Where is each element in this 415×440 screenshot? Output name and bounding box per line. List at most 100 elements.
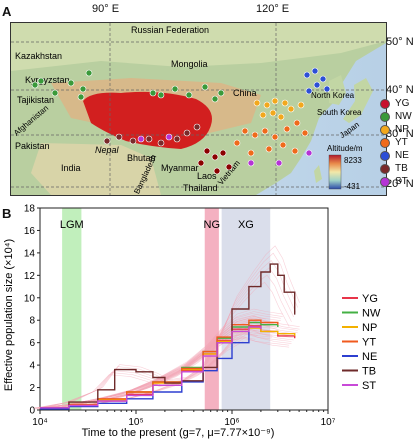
- y-tick-label: 6: [29, 338, 35, 349]
- japan-islands: [343, 78, 373, 123]
- sample-dot: [271, 97, 279, 105]
- sample-dot: [291, 147, 299, 155]
- panel-b-letter: B: [2, 206, 12, 221]
- sample-dot: [103, 137, 111, 145]
- sample-dot: [323, 85, 331, 93]
- x-tick-label: 10⁶: [224, 417, 239, 428]
- legend-item-tb: TB: [380, 162, 412, 175]
- country-label: Thailand: [183, 183, 218, 193]
- sample-dot: [279, 141, 287, 149]
- sample-dot: [287, 105, 295, 113]
- bootstrap-line-tb: [42, 252, 298, 408]
- legend-label: NE: [395, 150, 409, 161]
- sample-dot: [165, 133, 173, 141]
- sample-dots-tb: [103, 123, 201, 147]
- country-label: Laos: [197, 171, 217, 181]
- lon-label-120: 120° E: [256, 3, 290, 15]
- legend-dot: [380, 137, 390, 148]
- y-tick-label: 10: [24, 293, 36, 304]
- sample-dot: [85, 69, 93, 77]
- sample-dot: [303, 71, 311, 79]
- legend-label-ne: NE: [362, 351, 377, 363]
- group-legend: YG NW NP YT NE TB ST: [380, 97, 412, 188]
- y-tick-label: 2: [29, 383, 35, 394]
- sample-dot: [149, 89, 157, 97]
- sample-dot: [305, 87, 313, 95]
- plot-frame: [39, 207, 329, 411]
- sample-dot: [233, 139, 241, 147]
- bootstrap-line-tb: [34, 281, 290, 409]
- altitude-max: 8233: [344, 156, 362, 165]
- legend-item-st: ST: [380, 175, 412, 188]
- sample-dots-st: [137, 133, 313, 167]
- sample-dot: [137, 135, 145, 143]
- sample-dot: [157, 139, 165, 147]
- sample-dot: [263, 101, 271, 109]
- y-tick-label: 18: [24, 204, 36, 215]
- sample-dots-nw: [31, 69, 225, 103]
- country-label: South Korea: [317, 108, 362, 117]
- x-axis-title: Time to the present (g=7, μ=7.77×10⁻⁹): [82, 427, 275, 439]
- lat-label-50: 50° N: [386, 36, 414, 48]
- legend-dot: [380, 163, 390, 174]
- sample-dots-np: [253, 97, 305, 121]
- altitude-min: -431: [344, 182, 361, 191]
- axes: 0 2 4 6 8 10 12 14 16 18 10⁴ 10⁵ 10⁶ 10⁷: [24, 204, 336, 429]
- country-label: Bhutan: [127, 153, 156, 163]
- sample-dot: [281, 99, 289, 107]
- y-axis-title: Effective population size (×10⁴): [3, 239, 15, 391]
- sample-dot: [293, 119, 301, 127]
- sample-dot: [241, 127, 249, 135]
- sample-dot: [211, 95, 219, 103]
- country-label: Nepal: [95, 145, 120, 155]
- sample-dot: [185, 91, 193, 99]
- sample-dots-ne: [303, 67, 331, 95]
- legend-item-nw: NW: [380, 110, 412, 123]
- sample-dot: [247, 149, 255, 157]
- series-lines: [34, 245, 300, 410]
- sample-dot: [251, 131, 259, 139]
- country-label: Kazakhstan: [15, 51, 62, 61]
- legend-label: NP: [395, 124, 409, 135]
- legend-label: YT: [395, 137, 408, 148]
- legend-label-np: NP: [362, 322, 377, 334]
- shaded-region-label: XG: [238, 219, 254, 231]
- shaded-region-label: LGM: [60, 219, 84, 231]
- sample-dot: [211, 153, 219, 161]
- sample-dot: [197, 159, 205, 167]
- shaded-region-ng: [204, 208, 219, 410]
- sample-dot: [217, 89, 225, 97]
- altitude-colorbar: [328, 154, 342, 190]
- y-tick-label: 4: [29, 361, 35, 372]
- legend-dot: [380, 98, 390, 109]
- sample-dot: [145, 135, 153, 143]
- sample-dot: [115, 133, 123, 141]
- altitude-title: Altitude/m: [327, 144, 363, 153]
- legend-dot: [380, 150, 390, 161]
- sample-dot: [261, 127, 269, 135]
- sample-dot: [183, 129, 191, 137]
- country-label: Pakistan: [15, 141, 50, 151]
- legend-item-np: NP: [380, 123, 412, 136]
- series-line-st: [40, 326, 262, 409]
- sample-dot: [247, 159, 255, 167]
- tibetan-plateau: [83, 91, 212, 149]
- chart-legend: YG NW NP YT NE TB ST: [342, 293, 381, 392]
- country-label: Russian Federation: [131, 25, 209, 35]
- shaded-region-lgm: [62, 208, 82, 410]
- legend-label: ST: [395, 176, 408, 187]
- sample-dot: [37, 77, 45, 85]
- legend-label: TB: [395, 163, 408, 174]
- legend-label-nw: NW: [362, 308, 381, 320]
- legend-label: YG: [395, 98, 410, 109]
- legend-label-st: ST: [362, 380, 376, 392]
- sample-dot: [283, 125, 291, 133]
- sample-dot: [301, 129, 309, 137]
- shaded-region-label: NG: [204, 219, 221, 231]
- sample-dot: [51, 89, 59, 97]
- country-label: China: [233, 88, 257, 98]
- sample-dot: [219, 149, 227, 157]
- country-label: North Korea: [311, 91, 355, 100]
- country-label: Mongolia: [171, 59, 208, 69]
- sample-dot: [201, 83, 209, 91]
